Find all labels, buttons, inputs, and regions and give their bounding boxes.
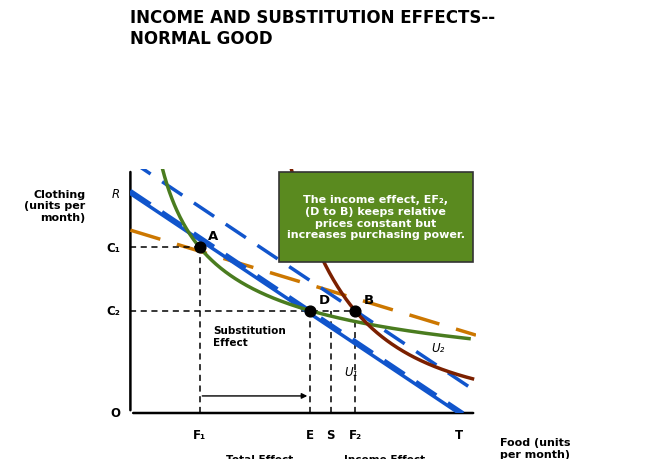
Text: The income effect, EF₂,
(D to B) keeps relative
prices constant but
increases pu: The income effect, EF₂, (D to B) keeps r… [287, 195, 465, 240]
Text: Total Effect: Total Effect [226, 454, 293, 459]
Point [305, 307, 316, 314]
Text: B: B [364, 293, 374, 306]
Text: Clothing
(units per
month): Clothing (units per month) [24, 189, 85, 223]
Text: Substitution
Effect: Substitution Effect [213, 325, 286, 347]
Text: Income Effect: Income Effect [344, 454, 425, 459]
Text: C₂: C₂ [106, 304, 120, 318]
Text: T: T [454, 428, 463, 441]
Text: U₁: U₁ [345, 365, 358, 378]
Text: R: R [112, 188, 120, 201]
Text: F₂: F₂ [348, 428, 362, 441]
Text: U₂: U₂ [431, 341, 445, 354]
FancyBboxPatch shape [279, 172, 473, 262]
Point [194, 244, 205, 252]
Text: Food (units
per month): Food (units per month) [500, 437, 570, 459]
Text: F₁: F₁ [193, 428, 206, 441]
Text: A: A [208, 230, 218, 243]
Text: O: O [110, 407, 120, 420]
Text: INCOME AND SUBSTITUTION EFFECTS--
NORMAL GOOD: INCOME AND SUBSTITUTION EFFECTS-- NORMAL… [130, 9, 496, 48]
Text: S: S [327, 428, 335, 441]
Text: E: E [306, 428, 314, 441]
Point [349, 307, 360, 314]
Text: C₁: C₁ [106, 241, 120, 254]
Text: D: D [319, 293, 330, 306]
